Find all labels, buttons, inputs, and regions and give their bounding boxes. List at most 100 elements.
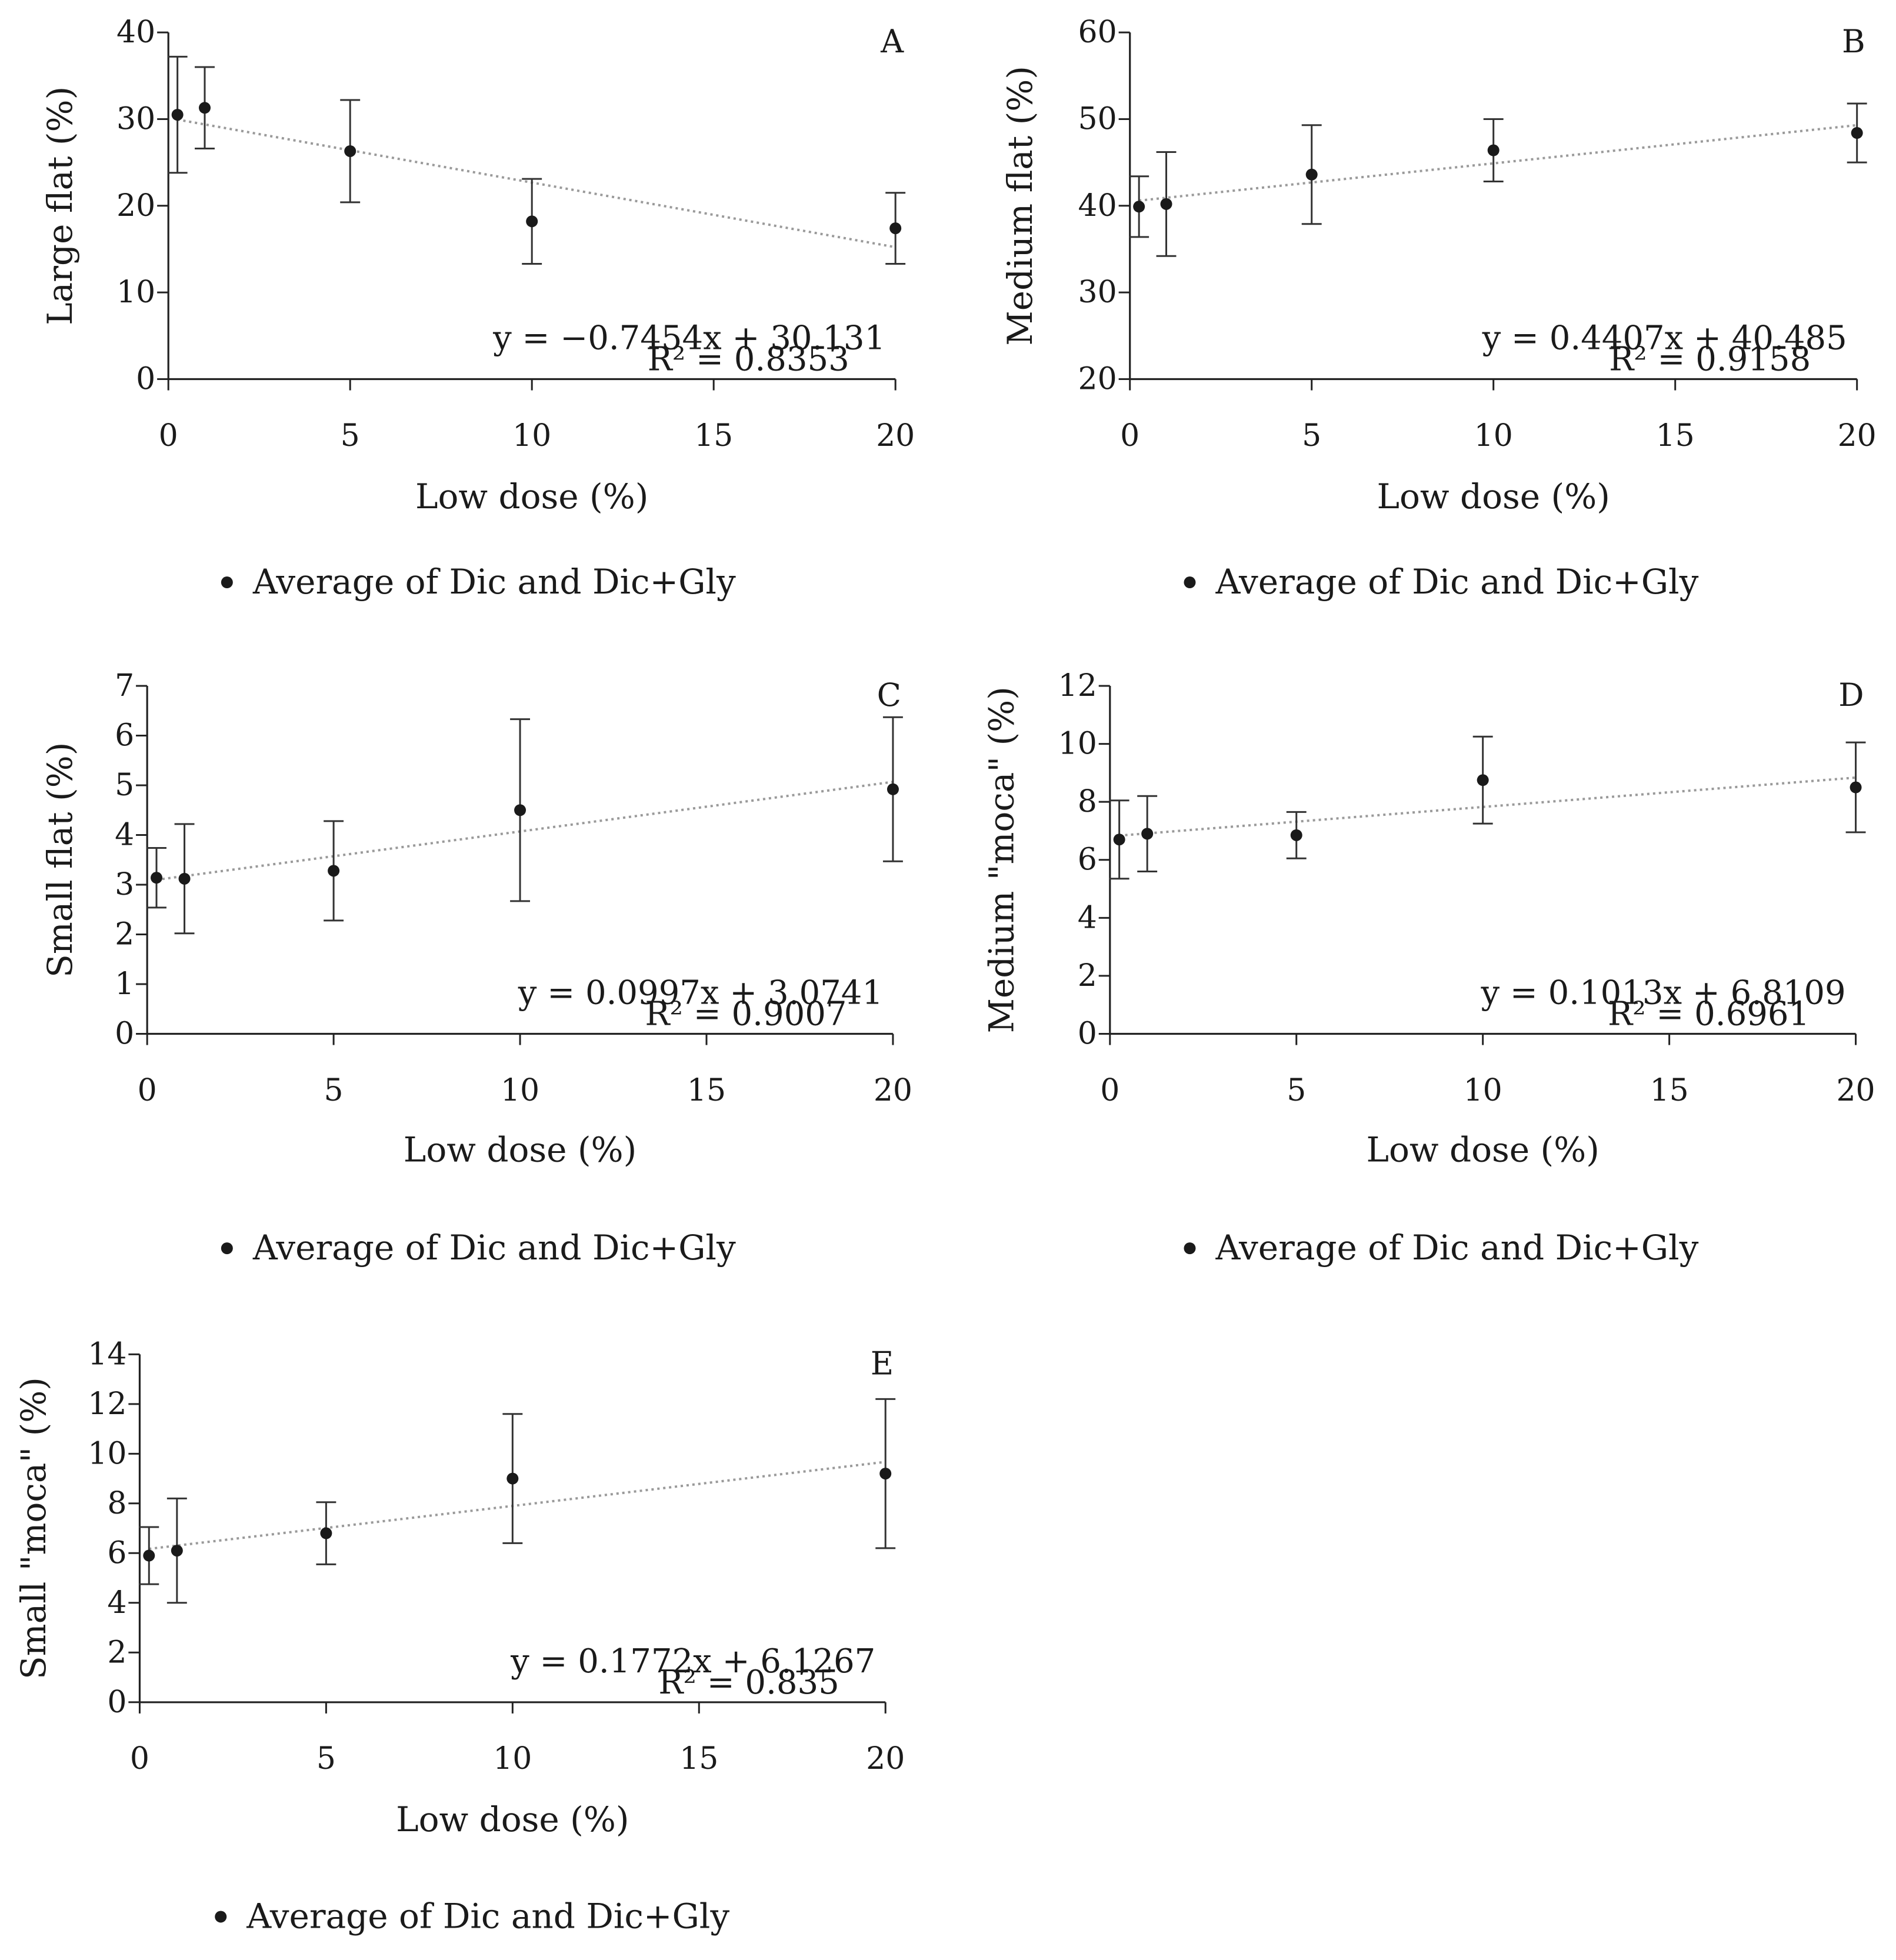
- r-squared: R² = 0.6961: [1608, 995, 1810, 1034]
- x-tick-label: 5: [324, 1073, 344, 1108]
- trendline: [149, 1461, 886, 1551]
- panel-label: C: [877, 676, 901, 714]
- data-point: [151, 872, 163, 884]
- y-axis-title: Medium "moca" (%): [981, 686, 1021, 1033]
- y-tick-label: 3: [115, 867, 134, 902]
- x-tick-label: 10: [1464, 1073, 1502, 1108]
- y-tick-label: 0: [107, 1685, 126, 1720]
- data-point: [171, 1545, 183, 1557]
- panel-d: 0 2 4 6 8 10 12 0 5 10 15 20 Dy = 0.1013x + 6.8109R²…: [981, 668, 1875, 1268]
- x-tick-label: 15: [694, 418, 733, 454]
- trendline-equation: y = 0.1772x + 6.1267: [510, 1642, 875, 1681]
- x-tick-label: 5: [1287, 1073, 1306, 1108]
- x-tick-label: 15: [687, 1073, 726, 1108]
- x-axis-title: Low dose (%): [1366, 1130, 1599, 1170]
- y-tick-label: 2: [1078, 958, 1097, 994]
- data-point: [1487, 144, 1500, 156]
- y-axis-title: Small flat (%): [40, 742, 80, 978]
- data-point: [1141, 828, 1154, 840]
- panel-label: B: [1842, 23, 1865, 60]
- x-tick-label: 0: [159, 418, 178, 454]
- data-point: [514, 804, 527, 816]
- y-tick-label: 40: [116, 15, 155, 50]
- y-tick-label: 2: [107, 1635, 126, 1670]
- trendline: [156, 781, 894, 881]
- x-axis-title: Low dose (%): [396, 1799, 629, 1839]
- legend: Average of Dic and Dic+Gly: [215, 1896, 729, 1936]
- trendline: [1119, 776, 1856, 837]
- data-point: [1850, 781, 1862, 794]
- panel-a: 0 10 20 30 40 0 5 10 15 20 Ay = −0.7454x + 30.131R…: [40, 15, 915, 602]
- x-tick-label: 5: [341, 418, 360, 454]
- data-point: [887, 783, 899, 795]
- x-tick-label: 15: [1656, 418, 1695, 454]
- y-tick-label: 4: [107, 1585, 126, 1621]
- panel-b: 20 30 40 50 60 0 5 10 15 20 By = 0.4407x + 40.485R…: [1000, 15, 1877, 602]
- y-tick-label: 8: [107, 1486, 126, 1521]
- y-tick-label: 20: [1078, 361, 1117, 396]
- data-point: [178, 872, 191, 885]
- panel-label: A: [880, 23, 904, 60]
- y-tick-label: 30: [116, 101, 155, 136]
- y-tick-label: 10: [116, 275, 155, 310]
- y-tick-label: 6: [107, 1535, 126, 1571]
- y-tick-label: 20: [116, 188, 155, 224]
- trendline-equation: y = −0.7454x + 30.131: [492, 319, 885, 358]
- data-point: [1477, 774, 1489, 786]
- legend-marker: [221, 576, 233, 589]
- y-tick-label: 30: [1078, 275, 1117, 310]
- x-tick-label: 20: [1838, 418, 1877, 454]
- trendline-equation: y = 0.0997x + 3.0741: [518, 974, 883, 1012]
- data-point: [879, 1468, 892, 1480]
- y-axis-title: Medium flat (%): [1000, 66, 1040, 346]
- legend: Average of Dic and Dic+Gly: [1184, 1228, 1699, 1268]
- x-tick-label: 5: [316, 1741, 336, 1776]
- y-tick-label: 12: [1058, 668, 1097, 704]
- x-tick-label: 10: [501, 1073, 539, 1108]
- y-tick-label: 40: [1078, 188, 1117, 224]
- x-tick-label: 20: [866, 1741, 905, 1776]
- legend-label: Average of Dic and Dic+Gly: [252, 562, 736, 602]
- trendline: [177, 118, 896, 249]
- data-point: [889, 222, 902, 235]
- legend-marker: [1184, 576, 1196, 589]
- legend-marker: [1184, 1242, 1196, 1255]
- trendline-equation: y = 0.1013x + 6.8109: [1480, 974, 1845, 1012]
- x-axis-title: Low dose (%): [404, 1130, 637, 1170]
- legend-label: Average of Dic and Dic+Gly: [252, 1228, 736, 1268]
- y-axis-title: Large flat (%): [40, 86, 80, 325]
- data-point: [1113, 834, 1125, 846]
- y-tick-label: 2: [115, 916, 134, 952]
- x-tick-label: 15: [1650, 1073, 1689, 1108]
- x-tick-label: 20: [874, 1073, 912, 1108]
- y-tick-label: 5: [115, 768, 134, 803]
- panel-e: 0 2 4 6 8 10 12 14 0 5 10 15 20 Ey = 0.1772x + 6.1267…: [14, 1336, 905, 1936]
- y-tick-label: 4: [1078, 900, 1097, 935]
- y-tick-label: 4: [115, 817, 134, 852]
- x-axis-title: Low dose (%): [1377, 476, 1610, 516]
- r-squared: R² = 0.8353: [648, 341, 849, 379]
- legend-marker: [221, 1242, 233, 1255]
- trendline: [1138, 124, 1857, 202]
- y-tick-label: 1: [115, 966, 134, 1002]
- data-point: [143, 1549, 155, 1562]
- y-tick-label: 0: [1078, 1016, 1097, 1051]
- x-tick-label: 0: [1120, 418, 1139, 454]
- x-tick-label: 15: [679, 1741, 718, 1776]
- trendline-equation: y = 0.4407x + 40.485: [1482, 319, 1847, 358]
- r-squared: R² = 0.835: [658, 1664, 839, 1702]
- x-tick-label: 0: [138, 1073, 157, 1108]
- data-point: [526, 215, 538, 228]
- x-tick-label: 0: [1100, 1073, 1119, 1108]
- x-axis-title: Low dose (%): [415, 476, 648, 516]
- data-point: [328, 865, 340, 877]
- y-tick-label: 12: [88, 1386, 126, 1422]
- y-tick-label: 10: [88, 1436, 126, 1471]
- data-point: [344, 145, 356, 157]
- data-point: [1851, 127, 1863, 139]
- y-tick-label: 8: [1078, 784, 1097, 819]
- data-point: [1305, 168, 1318, 181]
- x-tick-label: 10: [493, 1741, 532, 1776]
- legend-label: Average of Dic and Dic+Gly: [1215, 562, 1698, 602]
